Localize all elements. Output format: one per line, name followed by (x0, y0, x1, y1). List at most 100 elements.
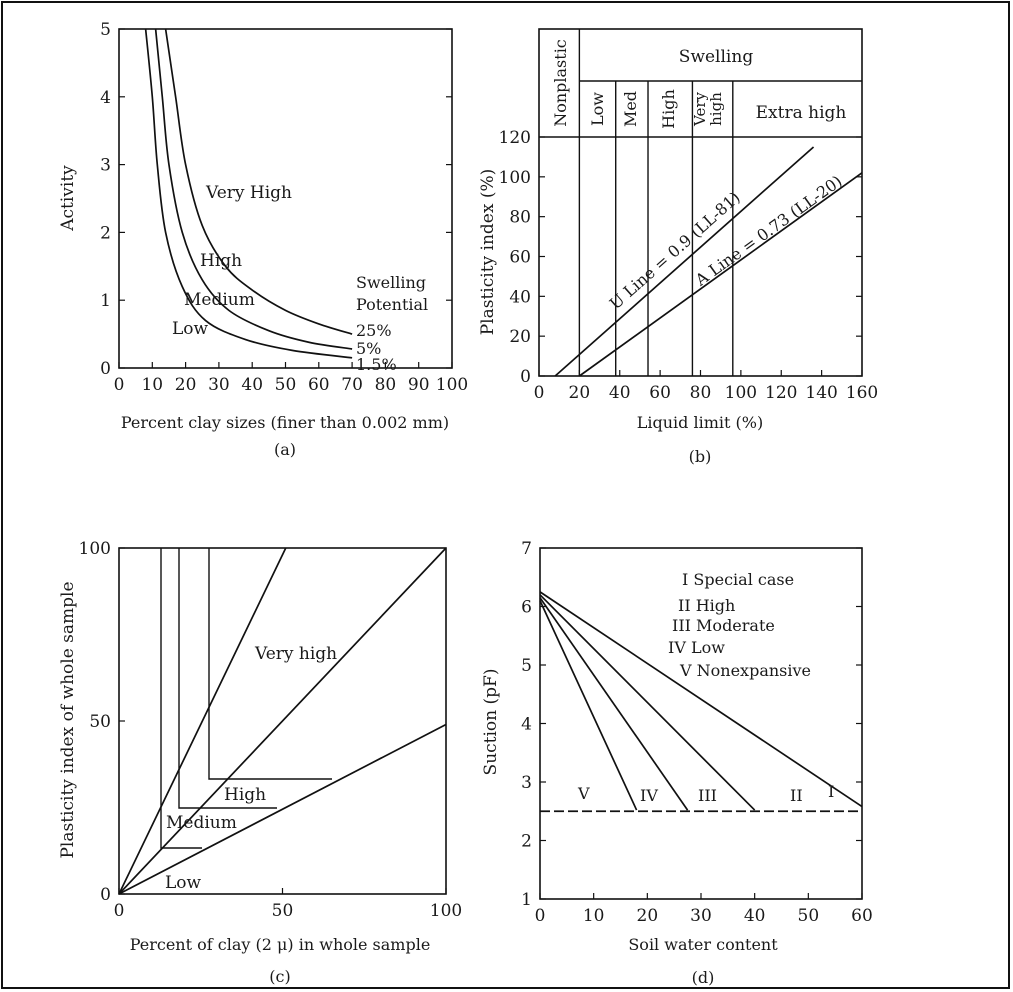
panel-a-ytick-label-5: 5 (100, 20, 111, 40)
panel-d-legend-ii: II High (678, 596, 735, 615)
panel-b-ticks: 0 20 40 60 80 100 120 140 160 0 20 40 60 80 100 120 (499, 128, 879, 403)
panel-c-region-high: High (224, 785, 266, 805)
panel-c-caption: (c) (269, 967, 290, 986)
panel-b-ytick-label-5: 100 (499, 168, 531, 188)
panel-a-annot-1-5: 1.5% (356, 355, 397, 374)
panel-c-region-medium: Medium (166, 813, 237, 833)
panel-b-class-very-high-line1: Very (691, 91, 709, 127)
panel-c: 0 50 100 0 50 100 Very high High Medium Low P… (58, 539, 462, 986)
panel-a-xtick-label-3: 30 (208, 375, 230, 395)
panel-d-ytick-label-2: 3 (521, 773, 532, 793)
panel-d-annot-iii: III (698, 786, 717, 805)
panel-c-ytick-label-1: 50 (89, 712, 111, 732)
panel-b-class-very-high: Veryhigh (691, 91, 725, 127)
panel-b-lines (554, 146, 863, 377)
panel-a-ticks: 0 10 20 30 40 50 60 70 80 90 100 0 1 2 3 4 5 (100, 20, 468, 395)
panel-c-ylabel: Plasticity index of whole sample (58, 581, 78, 858)
panel-d-xtick-label-0: 0 (535, 906, 546, 926)
panel-d-caption: (d) (692, 968, 715, 987)
panel-d-annot-i: I (828, 782, 834, 801)
panel-a-legend-title-1: Swelling (356, 273, 426, 292)
panel-a: 0 10 20 30 40 50 60 70 80 90 100 0 1 2 3 4 5 Percent cla… (58, 20, 468, 459)
panel-c-line-0 (118, 547, 287, 895)
panel-d-line-1 (539, 594, 756, 811)
panel-c-region-low: Low (165, 873, 202, 893)
panel-a-ytick-label-0: 0 (100, 359, 111, 379)
panel-d-annot-ii: II (790, 786, 803, 805)
panel-a-xtick-label-2: 20 (175, 375, 197, 395)
panel-d-legend-i: I Special case (682, 570, 794, 589)
panel-b-xlabel: Liquid limit (%) (637, 413, 763, 432)
panel-a-ytick-label-2: 2 (100, 223, 111, 243)
panel-d-line-2 (539, 597, 689, 811)
panel-b-xtick-label-2: 40 (609, 383, 631, 403)
panel-b-class-extra-high: Extra high (756, 103, 847, 123)
panel-d-xtick-label-1: 10 (583, 906, 605, 926)
panel-b-xtick-label-5: 100 (725, 383, 757, 403)
panel-b-xtick-label-0: 0 (534, 383, 545, 403)
panel-b-class-high: High (659, 89, 678, 129)
panel-b-header-nonplastic: Nonplastic (551, 39, 570, 127)
panel-c-xlabel: Percent of clay (2 μ) in whole sample (130, 935, 431, 954)
panel-a-annot-25: 25% (356, 321, 392, 340)
panel-c-ytick-label-0: 0 (100, 885, 111, 905)
panel-b-xtick-label-7: 140 (805, 383, 837, 403)
panel-b-header-swelling: Swelling (679, 47, 754, 67)
panel-d-ytick-label-4: 5 (521, 656, 532, 676)
panel-d-xtick-label-5: 50 (798, 906, 820, 926)
panel-a-region-high: High (200, 251, 242, 271)
panel-b-class-low: Low (588, 92, 607, 126)
panel-b-line-1 (578, 172, 863, 377)
panel-d-ytick-label-1: 2 (521, 832, 532, 852)
panel-d-ylabel: Suction (pF) (481, 669, 501, 776)
panel-c-xtick-label-1: 50 (272, 901, 294, 921)
panel-a-ytick-label-4: 4 (100, 88, 111, 108)
panel-b: 0 20 40 60 80 100 120 140 160 0 20 40 60 80 100 120 Non… (478, 28, 879, 466)
panel-a-ytick-label-1: 1 (100, 291, 111, 311)
panel-d-xlabel: Soil water content (628, 935, 778, 954)
panel-c-line-1 (118, 547, 447, 895)
panel-b-a-line-label: A Line = 0.73 (LL-20) (691, 171, 846, 290)
panel-a-xtick-label-0: 0 (114, 375, 125, 395)
panel-b-xtick-label-8: 160 (846, 383, 878, 403)
panel-b-caption: (b) (689, 447, 712, 466)
panel-d-ytick-label-3: 4 (521, 715, 532, 735)
panel-d-legend-iii: III Moderate (672, 616, 775, 635)
panel-c-ytick-label-2: 100 (79, 539, 111, 559)
panel-a-xlabel: Percent clay sizes (finer than 0.002 mm) (121, 413, 449, 432)
panel-a-region-low: Low (172, 319, 209, 339)
panel-b-line-0 (554, 146, 815, 377)
panel-d-xtick-label-4: 40 (744, 906, 766, 926)
panel-d-line-3 (539, 600, 638, 811)
panel-a-region-medium: Medium (184, 290, 255, 310)
panel-b-xtick-label-3: 60 (649, 383, 671, 403)
panel-d-ytick-label-5: 6 (521, 598, 532, 618)
panel-d-legend-v: V Nonexpansive (679, 661, 811, 680)
panel-a-xtick-label-6: 60 (308, 375, 330, 395)
panel-a-caption: (a) (274, 440, 296, 459)
panel-b-xtick-label-1: 20 (569, 383, 591, 403)
panel-a-xtick-label-4: 40 (241, 375, 263, 395)
panel-d-line-0 (539, 591, 863, 808)
panel-a-annot-5: 5% (356, 339, 381, 358)
panel-a-ylabel: Activity (58, 165, 78, 232)
panel-b-xtick-label-4: 80 (690, 383, 712, 403)
panel-a-ytick-label-3: 3 (100, 156, 111, 176)
panel-d-xtick-label-6: 60 (851, 906, 873, 926)
panel-b-ytick-label-6: 120 (499, 128, 531, 148)
panel-a-xtick-label-1: 10 (141, 375, 163, 395)
panel-b-ytick-label-2: 40 (509, 287, 531, 307)
panel-b-header-grid (539, 80, 862, 138)
panel-a-xtick-label-7: 70 (341, 375, 363, 395)
panel-d-ytick-label-0: 1 (521, 890, 532, 910)
panel-b-ytick-label-1: 20 (509, 327, 531, 347)
panel-c-boundary-steps (160, 548, 332, 849)
panel-b-ytick-label-3: 60 (509, 248, 531, 268)
panel-d-ticks: 0 10 20 30 40 50 60 1 2 3 4 5 6 7 (521, 539, 873, 926)
panel-c-step-2 (178, 548, 277, 809)
panel-d-legend-iv: IV Low (668, 638, 725, 657)
panel-c-step-3 (208, 548, 332, 780)
panel-c-ticks: 0 50 100 0 50 100 (79, 539, 463, 921)
panel-d-xtick-label-2: 20 (637, 906, 659, 926)
